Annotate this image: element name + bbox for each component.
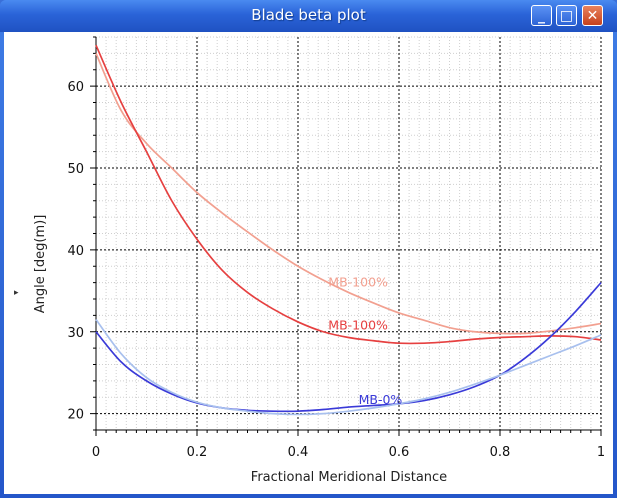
x-tick-label: 0 bbox=[92, 445, 100, 460]
curve-annotation: MB-100% bbox=[328, 275, 388, 290]
axes bbox=[90, 36, 602, 436]
plot-area: ▸ MB-100% MB-100% MB-0% 0 0.2 0.4 0.6 0.8 1 20 30… bbox=[4, 32, 613, 494]
series-line bbox=[95, 282, 602, 413]
curve-annotation: MB-0% bbox=[359, 392, 403, 407]
series-line bbox=[95, 53, 602, 335]
curves bbox=[95, 44, 602, 416]
series-line bbox=[95, 44, 602, 345]
tick-labels: 0 0.2 0.4 0.6 0.8 1 20 30 40 50 60 bbox=[67, 80, 605, 460]
x-tick-label: 1 bbox=[597, 445, 605, 460]
series-line bbox=[95, 318, 602, 416]
splitter-handle-icon[interactable]: ▸ bbox=[14, 288, 19, 298]
curve-annotation: MB-100% bbox=[328, 317, 388, 332]
y-tick-label: 50 bbox=[67, 162, 84, 177]
x-tick-label: 0.2 bbox=[187, 445, 208, 460]
beta-chart: MB-100% MB-100% MB-0% 0 0.2 0.4 0.6 0.8 1 20 30 40… bbox=[33, 36, 605, 485]
x-tick-label: 0.8 bbox=[490, 445, 511, 460]
y-tick-label: 40 bbox=[67, 244, 84, 259]
major-grid bbox=[96, 37, 602, 430]
minimize-button[interactable]: _ bbox=[531, 5, 552, 26]
maximize-button[interactable]: □ bbox=[556, 5, 577, 26]
curve-labels: MB-100% MB-100% MB-0% bbox=[328, 275, 402, 407]
close-button[interactable]: ✕ bbox=[582, 5, 603, 26]
x-tick-label: 0.4 bbox=[288, 445, 309, 460]
x-axis-label: Fractional Meridional Distance bbox=[251, 470, 447, 485]
title-bar[interactable]: Blade beta plot _ □ ✕ bbox=[0, 0, 617, 32]
y-tick-label: 20 bbox=[67, 408, 84, 423]
minor-grid bbox=[96, 36, 601, 431]
y-tick-label: 30 bbox=[67, 326, 84, 341]
y-axis-label: Angle [deg(m)] bbox=[33, 215, 48, 314]
x-tick-label: 0.6 bbox=[389, 445, 410, 460]
y-tick-label: 60 bbox=[67, 80, 84, 95]
window-title: Blade beta plot bbox=[251, 6, 366, 24]
